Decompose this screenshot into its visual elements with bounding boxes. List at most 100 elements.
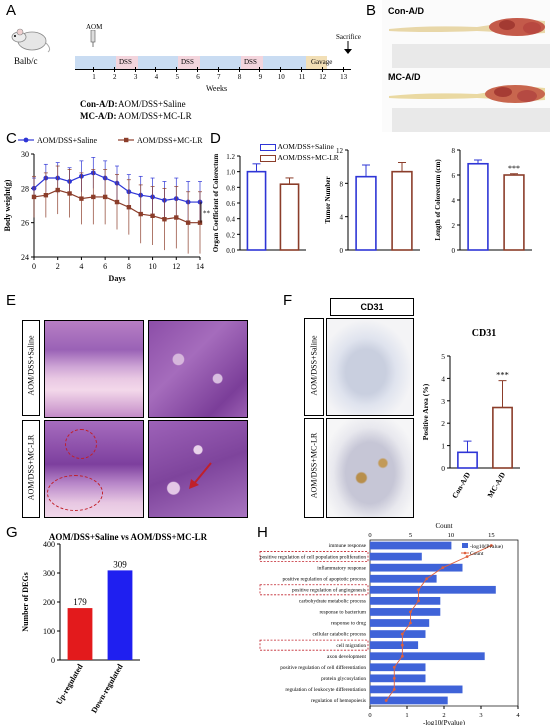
chart-title: AOM/DSS+Saline vs AOM/DSS+MC-LR <box>49 532 208 542</box>
category-label: protein glycosylation <box>321 676 366 682</box>
bar <box>370 552 422 561</box>
y-tick-label: 28 <box>21 184 29 193</box>
count-point <box>400 632 404 636</box>
go-enrichment-chart: Count 0 5 10 15 0 1 2 3 4 -log10(Pvalue) immune res… <box>259 522 520 725</box>
x-tick-label: 4 <box>79 262 83 271</box>
organ-coefficient-chart: 0.0 0.2 0.4 0.6 0.8 1.0 1.2 Organ Coefficient o… <box>212 153 306 255</box>
week-tick-label: 1 <box>92 73 96 81</box>
count-point <box>392 676 396 680</box>
panel-letter-c: C <box>6 130 17 147</box>
x-tick-label: 8 <box>127 262 131 271</box>
y-axis-label: Positive Area (%) <box>421 383 430 440</box>
dss-period-1 <box>116 56 138 69</box>
e-row-label-2-box: AOM/DSS+MC-LR <box>22 420 40 518</box>
y-tick-label: 4 <box>452 197 456 205</box>
bar <box>503 174 525 251</box>
count-point <box>489 544 493 547</box>
lesion-circle-2 <box>47 475 103 511</box>
week-tick <box>238 67 240 72</box>
y-tick-label: 0 <box>452 247 456 255</box>
week-tick <box>280 67 282 72</box>
legend-swatch-1 <box>462 543 468 548</box>
data-point <box>79 196 84 201</box>
f-header-box: CD31 <box>330 298 414 316</box>
aom-label: AOM <box>86 23 103 31</box>
bar <box>370 596 441 605</box>
he-image-3 <box>44 420 144 518</box>
category-label: response to bacterium <box>320 610 367 616</box>
d-legend-item-1: AOM/DSS+Saline <box>260 141 339 152</box>
timeline-axis <box>75 69 351 70</box>
count-point <box>417 599 420 603</box>
dss-label-3: DSS <box>244 58 257 66</box>
data-point <box>162 217 167 222</box>
ihc-image-2 <box>326 418 414 518</box>
week-tick <box>321 67 323 72</box>
week-tick <box>155 67 157 72</box>
data-point <box>174 215 179 220</box>
y-tick-label: 6 <box>452 172 456 180</box>
week-tick <box>197 67 198 72</box>
data-point <box>126 205 132 210</box>
y-tick-label: 300 <box>43 569 55 578</box>
count-point <box>465 555 469 558</box>
mouse-strain-label: Balb/c <box>14 56 38 66</box>
legend-marker-1 <box>23 137 29 143</box>
bar <box>370 630 426 638</box>
gavage-period <box>306 56 327 69</box>
category-label: positive regulation of angiogenesis <box>292 586 366 593</box>
data-point <box>114 199 120 205</box>
y-tick-label: 1 <box>441 442 445 451</box>
category-label: Up-regulated <box>54 662 85 706</box>
week-tick-label: 13 <box>340 73 348 81</box>
significance-label: *** <box>496 370 509 380</box>
bar <box>279 183 300 251</box>
weeks-label: Weeks <box>206 84 228 93</box>
specimen-label-con: Con-A/D <box>388 6 424 16</box>
count-point <box>400 643 404 647</box>
week-tick <box>134 67 136 72</box>
colorectum-length-chart: 0 2 4 6 8 *** Length of Colorectum (cm) <box>434 147 532 255</box>
bar <box>246 170 267 251</box>
bar <box>355 175 377 251</box>
bar <box>370 685 463 694</box>
e-row-label-2: AOM/DSS+MC-LR <box>26 434 36 501</box>
down-arrow-icon <box>344 41 352 54</box>
legend-label-1: AOM/DSS+Saline <box>37 136 98 145</box>
category-label: cellular catabolic process <box>312 632 366 638</box>
top-axis-label: Count <box>435 522 452 530</box>
y-axis-label: Body weight(g) <box>3 179 12 231</box>
data-label: 309 <box>113 559 127 569</box>
y-tick-label: 400 <box>43 540 55 549</box>
y-tick-label: 2 <box>441 419 445 428</box>
week-tick-label: 12 <box>319 73 327 81</box>
count-point <box>384 699 388 702</box>
y-tick-label: 5 <box>441 352 445 361</box>
x-tick-label: 4 <box>516 712 520 719</box>
bar <box>370 585 496 594</box>
week-tick-label: 3 <box>133 73 138 81</box>
x-tick-label: 2 <box>56 262 60 271</box>
week-tick <box>113 67 115 72</box>
panel-a: Balb/c AOM Sacrifice DSS DSS DSS Gavage … <box>0 0 370 128</box>
x-tick-label: 1 <box>405 712 408 719</box>
bar <box>370 541 452 550</box>
y-tick-label: 2 <box>452 222 456 230</box>
category-label: Con-A/D <box>450 470 472 500</box>
week-tick-label: 10 <box>277 73 285 81</box>
colon-specimen-mc <box>389 85 545 103</box>
specimen-label-mc: MC-A/D <box>388 72 421 82</box>
y-tick-label: 0.4 <box>226 216 235 224</box>
week-tick-label: 9 <box>258 73 263 81</box>
bar <box>370 619 430 627</box>
d-legend-label-2: AOM/DSS+MC-LR <box>277 153 339 162</box>
data-point <box>185 220 191 225</box>
f-row-label-1-box: AOM/DSS+Saline <box>304 318 324 416</box>
bar <box>370 663 426 672</box>
category-label: inflammatory response <box>317 564 366 571</box>
y-tick-label: 3 <box>441 397 445 406</box>
group-2-name: MC-A/D: <box>80 111 117 121</box>
panel-letter-h: H <box>257 524 268 541</box>
